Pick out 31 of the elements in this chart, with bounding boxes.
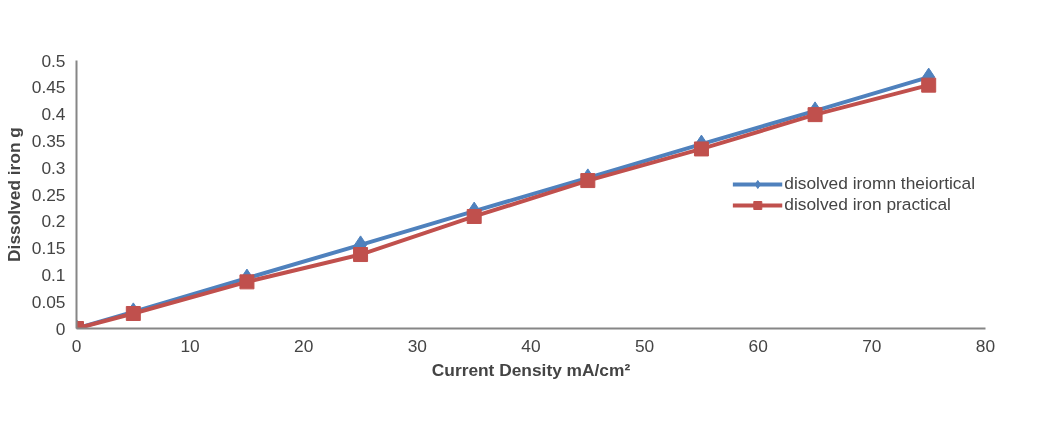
y-tick-label: 0.05: [31, 291, 66, 312]
point: [239, 274, 255, 290]
y-tick-label: 0.15: [31, 238, 66, 259]
x-tick-label: 80: [975, 335, 996, 356]
point: [580, 173, 596, 189]
y-tick-label: 0: [55, 318, 66, 339]
point: [353, 247, 369, 263]
x-tick-label: 30: [407, 335, 428, 356]
y-axis-title: Dissolved iron g: [3, 127, 24, 262]
x-tick-label: 40: [521, 335, 541, 356]
y-tick-label: 0.1: [41, 264, 66, 285]
point: [466, 208, 482, 224]
x-tick-label: 10: [180, 335, 200, 356]
x-tick-label: 0: [71, 335, 82, 356]
x-tick-label: 60: [748, 335, 768, 356]
x-tick-label: 20: [294, 335, 314, 356]
x-tick-label: 70: [862, 335, 882, 356]
point: [807, 107, 823, 123]
y-tick-label: 0.3: [41, 157, 66, 178]
y-tick-label: 0.5: [41, 50, 66, 71]
x-axis-title: Current Density mA/cm²: [431, 359, 631, 380]
legend-label: disolved iromn theiortical: [784, 173, 975, 194]
legend-label: disolved iron practical: [784, 194, 951, 215]
y-tick-label: 0.35: [31, 130, 66, 151]
point: [921, 77, 937, 93]
y-tick-label: 0.25: [31, 184, 66, 205]
point: [693, 141, 709, 157]
y-tick-label: 0.2: [41, 211, 66, 232]
y-tick-label: 0.45: [31, 77, 66, 98]
y-tick-label: 0.4: [41, 104, 66, 125]
x-tick-label: 50: [634, 335, 655, 356]
